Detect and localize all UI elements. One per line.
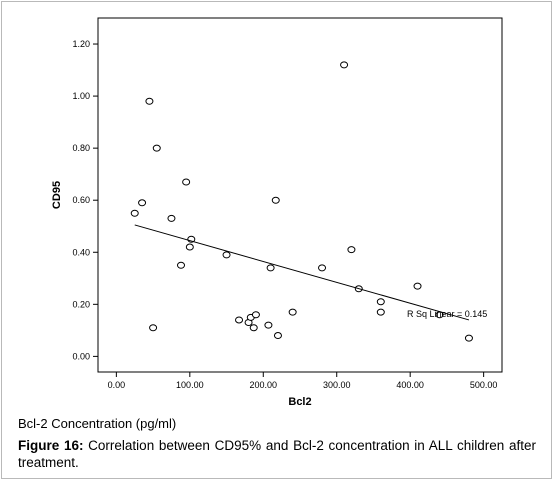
data-point — [138, 199, 147, 207]
data-point — [318, 264, 327, 272]
caption-text: Correlation between CD95% and Bcl-2 conc… — [18, 438, 536, 470]
data-point — [249, 324, 258, 332]
figure-caption: Figure 16: Correlation between CD95% and… — [18, 437, 536, 471]
r-squared-annotation: R Sq Linear = 0.145 — [407, 309, 487, 319]
data-point — [271, 196, 280, 204]
y-tick-label: 0.80 — [72, 143, 90, 153]
data-point — [464, 334, 473, 342]
x-tick-label: 0.00 — [108, 380, 126, 390]
scatter-chart: 0.00 0.20 0.40 0.60 0.80 1.00 1.20 0.00 100.00 2… — [51, 17, 503, 408]
below-chart-label: Bcl-2 Concentration (pg/ml) — [18, 416, 177, 431]
data-point — [145, 97, 154, 105]
data-point — [152, 144, 161, 152]
y-tick-label: 0.00 — [72, 351, 90, 361]
data-point — [185, 243, 194, 251]
y-axis-title: CD95 — [51, 181, 63, 209]
caption-prefix: Figure 16: — [18, 438, 84, 453]
x-axis-ticks: 0.00 100.00 200.00 300.00 400.00 500.00 — [108, 372, 498, 390]
data-point — [288, 308, 297, 316]
data-point — [177, 261, 186, 269]
data-point — [167, 214, 176, 222]
data-point — [340, 61, 349, 69]
data-point — [182, 178, 191, 186]
x-tick-label: 100.00 — [176, 380, 204, 390]
y-tick-label: 0.20 — [72, 299, 90, 309]
data-point — [273, 332, 282, 340]
plot-area — [97, 17, 503, 373]
data-point — [149, 324, 158, 332]
data-point — [235, 316, 244, 324]
y-tick-label: 1.00 — [72, 91, 90, 101]
data-point — [222, 251, 231, 259]
y-axis-ticks: 0.00 0.20 0.40 0.60 0.80 1.00 1.20 — [72, 39, 98, 361]
x-tick-label: 500.00 — [470, 380, 498, 390]
y-tick-label: 0.60 — [72, 195, 90, 205]
x-axis-title: Bcl2 — [288, 396, 311, 408]
data-point — [264, 321, 273, 329]
y-tick-label: 0.40 — [72, 247, 90, 257]
regression-line — [134, 224, 470, 321]
data-point — [376, 308, 385, 316]
data-point — [376, 298, 385, 306]
data-point — [251, 311, 260, 319]
x-tick-label: 300.00 — [323, 380, 351, 390]
data-point — [413, 282, 422, 290]
y-tick-label: 1.20 — [72, 39, 90, 49]
data-point — [266, 264, 275, 272]
data-point — [130, 209, 139, 217]
x-tick-label: 400.00 — [396, 380, 424, 390]
x-tick-label: 200.00 — [250, 380, 278, 390]
data-point — [347, 246, 356, 254]
